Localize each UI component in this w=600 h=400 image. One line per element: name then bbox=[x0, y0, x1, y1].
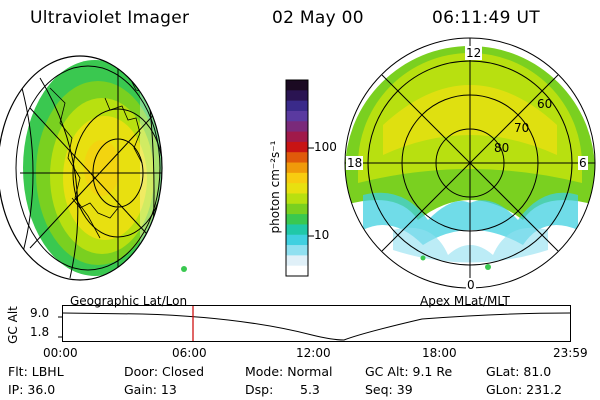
altitude-timeline bbox=[58, 305, 571, 342]
colorbar-tick-100: 100 bbox=[314, 140, 337, 154]
gain-status: Gain: 13 bbox=[124, 382, 177, 397]
date-label: 02 May 00 bbox=[272, 8, 364, 28]
timeline-ytick-high: 9.0 bbox=[30, 306, 50, 320]
seq-status: Seq: 39 bbox=[365, 382, 413, 397]
apex-polar-plot bbox=[344, 37, 596, 289]
left-panel-caption: Geographic Lat/Lon bbox=[70, 294, 188, 308]
colorbar-band bbox=[286, 110, 308, 122]
colorbar-unit-label: photon cm⁻²s⁻¹ bbox=[268, 140, 282, 234]
colorbar-band bbox=[286, 162, 308, 174]
right-panel-caption: Apex MLat/MLT bbox=[420, 294, 510, 308]
colorbar-band bbox=[286, 152, 308, 164]
colorbar-band bbox=[286, 245, 308, 256]
timeline-xtick-2359: 23:59 bbox=[553, 346, 588, 360]
colorbar-band bbox=[286, 141, 308, 153]
colorbar-band bbox=[286, 183, 308, 195]
mlt-label-12: 12 bbox=[465, 46, 483, 60]
dsp-value: 5.3 bbox=[300, 382, 320, 397]
lat-label-60: 60 bbox=[537, 97, 553, 111]
timeline-xtick-1200: 12:00 bbox=[296, 346, 331, 360]
mlt-label-0: 0 bbox=[466, 278, 476, 292]
colorbar-band bbox=[286, 203, 308, 215]
glon-status: GLon: 231.2 bbox=[486, 382, 562, 397]
mlt-label-18: 18 bbox=[346, 156, 364, 170]
timeline-xtick-0600: 06:00 bbox=[172, 346, 207, 360]
colorbar-band bbox=[286, 214, 308, 226]
colorbar-band bbox=[286, 193, 308, 205]
colorbar-tick-10: 10 bbox=[314, 228, 330, 242]
timeline-xtick-1800: 18:00 bbox=[422, 346, 457, 360]
dsp-label: Dsp: bbox=[245, 382, 274, 397]
timeline-axis-label: GC Alt bbox=[5, 306, 20, 344]
colorbar-band bbox=[286, 265, 308, 277]
colorbar-band bbox=[286, 80, 308, 91]
mode-status: Mode: Normal bbox=[245, 364, 333, 379]
colorbar-band bbox=[286, 90, 308, 102]
colorbar bbox=[285, 79, 314, 277]
mlt-label-6: 6 bbox=[578, 156, 588, 170]
time-label: 06:11:49 UT bbox=[432, 8, 540, 28]
ip-status: IP: 36.0 bbox=[8, 382, 56, 397]
colorbar-band bbox=[286, 172, 308, 184]
colorbar-band bbox=[286, 234, 308, 246]
colorbar-band bbox=[286, 100, 308, 112]
filter-status: Flt: LBHL bbox=[8, 364, 64, 379]
timeline-ytick-low: 1.8 bbox=[30, 325, 50, 339]
geographic-globe-image bbox=[0, 55, 187, 281]
timeline-xtick-0000: 00:00 bbox=[43, 346, 78, 360]
instrument-title: Ultraviolet Imager bbox=[30, 8, 190, 28]
colorbar-band bbox=[286, 131, 308, 143]
lat-label-80: 80 bbox=[494, 141, 510, 155]
door-status: Door: Closed bbox=[124, 364, 205, 379]
colorbar-band bbox=[286, 121, 308, 133]
glat-status: GLat: 81.0 bbox=[486, 364, 552, 379]
colorbar-band bbox=[286, 255, 308, 267]
gc-alt-status: GC Alt: 9.1 Re bbox=[365, 364, 453, 379]
colorbar-band bbox=[286, 224, 308, 236]
lat-label-70: 70 bbox=[514, 121, 530, 135]
